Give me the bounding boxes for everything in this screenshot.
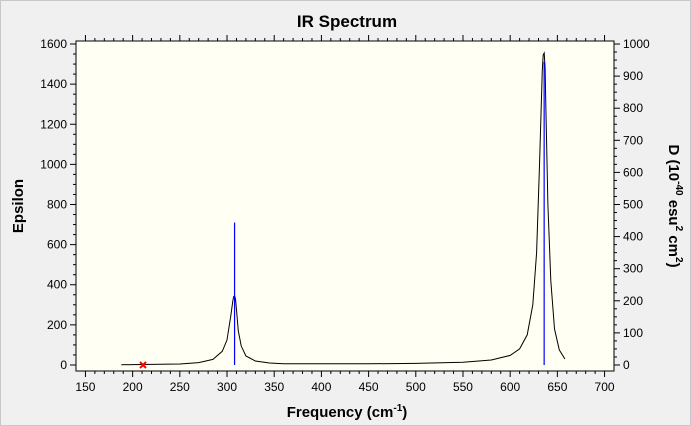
x-tick-label: 200 <box>123 380 143 394</box>
x-tick-label: 600 <box>500 380 520 394</box>
spectrum-line <box>121 51 566 366</box>
x-tick-label: 550 <box>453 380 473 394</box>
y2-tick-label: 600 <box>623 165 643 179</box>
y2-tick-label: 800 <box>623 101 643 115</box>
y-tick-label: 600 <box>47 238 67 252</box>
y2-tick-label: 100 <box>623 326 643 340</box>
x-tick-label: 500 <box>406 380 426 394</box>
y-axis-label-left: Epsilon <box>10 179 27 233</box>
y2-tick-label: 0 <box>623 358 630 372</box>
y-tick-label: 400 <box>47 278 67 292</box>
y-axis-right: 0 100 200 300 400 500 600 700 800 900 1000 <box>614 37 650 372</box>
y2-tick-label: 700 <box>623 133 643 147</box>
x-tick-label: 350 <box>264 380 284 394</box>
y-tick-label: 1200 <box>40 117 67 131</box>
x-tick-label: 700 <box>595 380 615 394</box>
series-layer <box>121 51 566 369</box>
y-tick-label: 0 <box>60 358 67 372</box>
x-tick-label: 150 <box>75 380 95 394</box>
x-axis: 150 200 250 300 350 400 450 500 550 600 650 700 <box>75 35 615 394</box>
x-tick-label: 650 <box>547 380 567 394</box>
x-axis-label: Frequency (cm-1) <box>287 403 408 421</box>
y2-tick-label: 900 <box>623 69 643 83</box>
y2-tick-label: 400 <box>623 230 643 244</box>
y-axis-label-right: D (10-40 esu2 cm2) <box>665 144 684 267</box>
y2-tick-label: 300 <box>623 262 643 276</box>
chart-title: IR Spectrum <box>297 12 397 31</box>
y-tick-label: 1000 <box>40 157 67 171</box>
y-tick-label: 200 <box>47 318 67 332</box>
marker-x[interactable] <box>139 361 147 369</box>
y-tick-label: 800 <box>47 197 67 211</box>
y-tick-label: 1600 <box>40 37 67 51</box>
y-tick-label: 1400 <box>40 77 67 91</box>
plot-area <box>75 40 615 372</box>
y2-tick-label: 1000 <box>623 37 650 51</box>
x-tick-label: 300 <box>217 380 237 394</box>
x-tick-label: 400 <box>311 380 331 394</box>
y2-tick-label: 500 <box>623 197 643 211</box>
x-tick-label: 450 <box>359 380 379 394</box>
y2-tick-label: 200 <box>623 294 643 308</box>
x-tick-label: 250 <box>170 380 190 394</box>
y-axis-left: 0 200 400 600 800 1000 1200 1400 1600 <box>40 37 76 372</box>
